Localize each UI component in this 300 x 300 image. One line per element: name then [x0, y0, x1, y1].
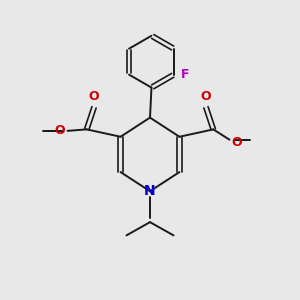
Text: O: O	[231, 136, 242, 149]
Text: O: O	[55, 124, 65, 137]
Text: F: F	[181, 68, 190, 81]
Text: O: O	[89, 90, 99, 103]
Text: O: O	[201, 90, 211, 103]
Text: N: N	[144, 184, 156, 198]
